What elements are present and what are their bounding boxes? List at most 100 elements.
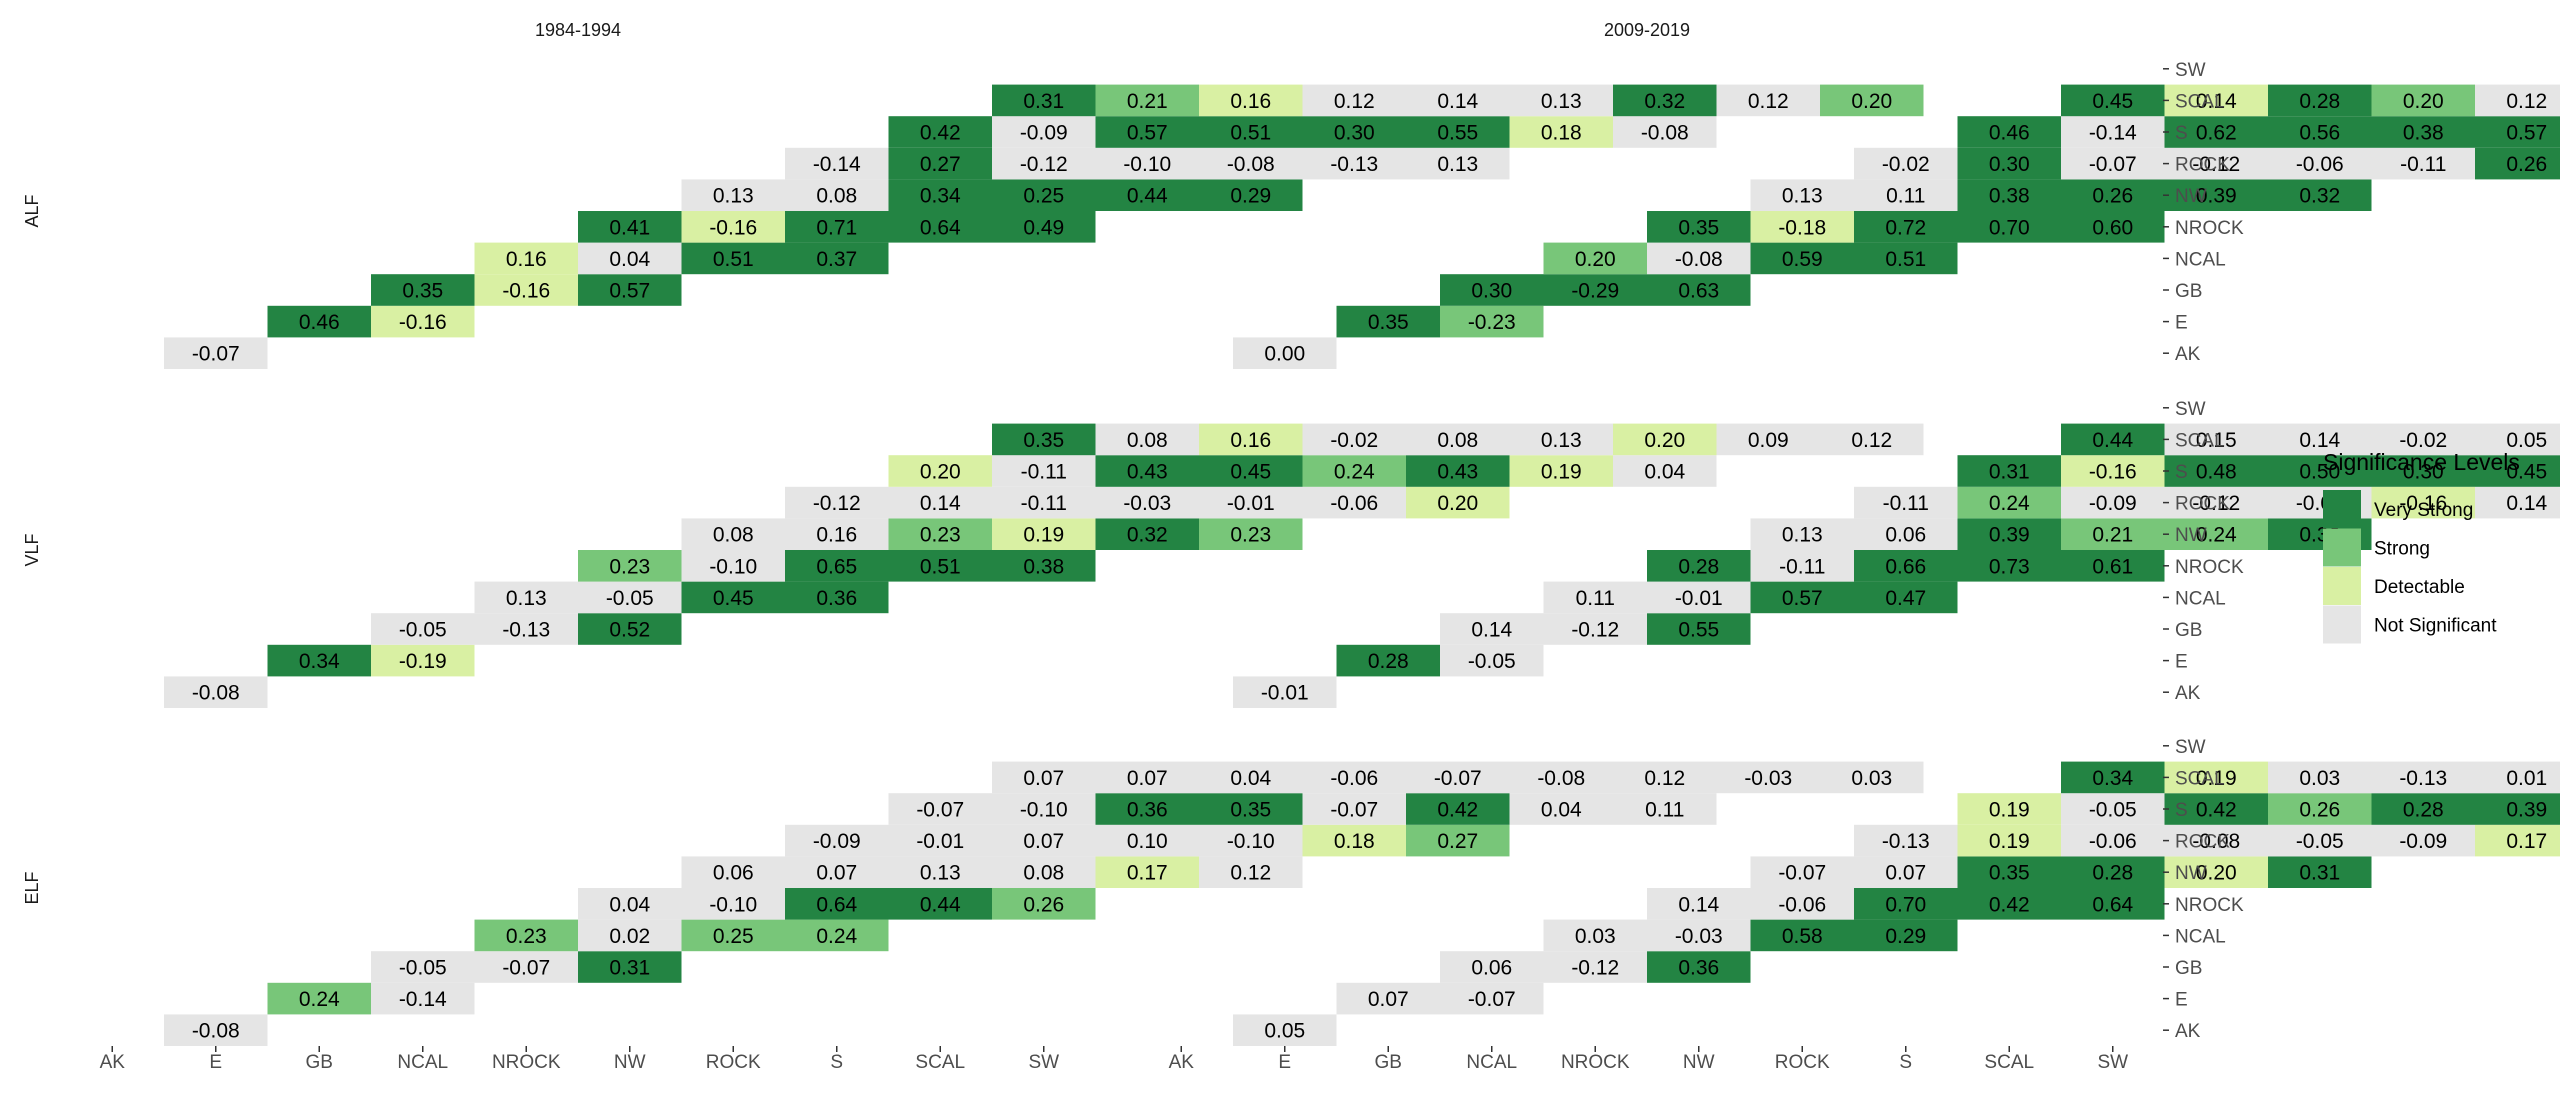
column-strip-1984-1994: 1984-1994 [535, 20, 621, 40]
heatmap-cell [1647, 919, 1751, 952]
cell-value-label: 0.37 [816, 248, 857, 271]
cell-value-label: 0.24 [2196, 524, 2237, 547]
heatmap-cell [785, 824, 889, 857]
heatmap-cell [2061, 888, 2165, 920]
cell-value-label: 0.35 [1230, 799, 1271, 822]
cell-value-label: 0.46 [1989, 122, 2030, 145]
heatmap-cell [1509, 761, 1613, 794]
heatmap-cell [1854, 550, 1958, 582]
cell-value-label: -0.11 [1021, 461, 1067, 484]
cell-value-label: 0.14 [2196, 90, 2237, 113]
cell-value-label: -0.09 [2089, 492, 2137, 515]
cell-value-label: 0.42 [1437, 799, 1478, 822]
cell-value-label: 0.14 [2506, 492, 2547, 515]
heatmap-cell [785, 486, 889, 519]
cell-value-label: 0.11 [1645, 799, 1684, 822]
cell-value-label: 0.42 [1989, 893, 2030, 916]
heatmap-cell [1199, 761, 1303, 794]
heatmap-cell [1440, 613, 1544, 645]
cell-value-label: -0.10 [709, 555, 757, 578]
cell-value-label: 0.45 [2506, 461, 2547, 484]
heatmap-cell [1854, 856, 1958, 888]
heatmap-cell [578, 951, 682, 983]
heatmap-cell [2268, 147, 2372, 180]
heatmap-cell [2475, 423, 2560, 456]
cell-value-label: -0.07 [1778, 862, 1826, 885]
cell-value-label: -0.06 [2296, 153, 2344, 176]
heatmap-cell [2371, 84, 2475, 117]
legend-swatch [2323, 490, 2361, 528]
cell-value-label: 0.07 [1368, 988, 1409, 1011]
heatmap-cell [2061, 455, 2165, 487]
cell-value-label: 0.29 [1885, 925, 1926, 948]
heatmap-cell [2164, 179, 2268, 211]
heatmap-cell [888, 824, 992, 857]
heatmap-cell [2061, 211, 2165, 243]
cell-value-label: -0.10 [1020, 799, 1068, 822]
cell-value-label: -0.02 [1330, 429, 1378, 452]
heatmap-cell [1750, 518, 1854, 550]
cell-value-label: 0.66 [1885, 555, 1926, 578]
cell-value-label: -0.29 [1571, 280, 1619, 303]
heatmap-cell [474, 581, 578, 614]
heatmap-cell [2475, 824, 2560, 857]
heatmap-cell [578, 274, 682, 306]
heatmap-cell [371, 305, 475, 338]
heatmap-cell [1406, 761, 1510, 794]
heatmap-cell [888, 486, 992, 519]
legend-swatch [2323, 528, 2361, 567]
heatmap-cell [474, 613, 578, 645]
cell-value-label: 0.38 [1023, 555, 1064, 578]
heatmap-cell [2164, 423, 2268, 456]
cell-value-label: -0.01 [1227, 492, 1275, 515]
heatmap-cell [1750, 581, 1854, 614]
heatmap-cell [2475, 455, 2560, 487]
cell-value-label: -0.23 [1468, 311, 1516, 334]
heatmap-cell [1302, 793, 1406, 825]
cell-value-label: 0.42 [2196, 799, 2237, 822]
y-tick-label: S [2175, 123, 2188, 144]
heatmap-cell [1613, 761, 1717, 794]
heatmap-cell [1957, 518, 2061, 550]
heatmap-cell [1854, 581, 1958, 614]
heatmap-cell [2164, 518, 2268, 550]
cell-value-label: 0.17 [2506, 830, 2547, 853]
heatmap-cell [578, 581, 682, 614]
cell-value-label: -0.09 [813, 830, 861, 853]
cell-value-label: 0.26 [1023, 893, 1064, 916]
y-tick-label: GB [2175, 620, 2202, 641]
cell-value-label: 0.10 [1127, 830, 1168, 853]
x-tick-label: E [1278, 1052, 1291, 1073]
heatmap-cell [1095, 423, 1199, 456]
cell-value-label: -0.16 [2089, 461, 2137, 484]
cell-value-label: 0.13 [713, 185, 754, 208]
heatmap-cell [992, 888, 1096, 920]
heatmap-cell [1406, 455, 1510, 487]
cell-value-label: -0.16 [2399, 492, 2447, 515]
cell-value-label: 0.26 [2506, 153, 2547, 176]
cell-value-label: 0.58 [1782, 925, 1823, 948]
heatmap-cell [267, 982, 371, 1015]
cell-value-label: 0.19 [1989, 799, 2030, 822]
cell-value-label: 0.62 [2196, 122, 2237, 145]
heatmap-cell [164, 337, 268, 369]
heatmap-cell [992, 824, 1096, 857]
heatmap-cell [1302, 761, 1406, 794]
heatmap-cell [2164, 84, 2268, 117]
heatmap-cell [992, 179, 1096, 211]
cell-value-label: 0.03 [1851, 767, 1892, 790]
cell-value-label: 0.42 [920, 122, 961, 145]
heatmap-cell [2268, 856, 2372, 888]
cell-value-label: -0.01 [916, 830, 964, 853]
cell-value-label: 0.07 [816, 862, 857, 885]
heatmap-cell [1854, 147, 1958, 180]
heatmap-cell [992, 455, 1096, 487]
heatmap-cell [1957, 486, 2061, 519]
heatmap-cell [1406, 116, 1510, 148]
cell-value-label: 0.56 [2299, 122, 2340, 145]
cell-value-label: 0.05 [1264, 1020, 1305, 1043]
cell-value-label: 0.24 [1334, 461, 1375, 484]
cell-value-label: 0.51 [1885, 248, 1926, 271]
cell-value-label: 0.19 [1989, 830, 2030, 853]
cell-value-label: 0.39 [2196, 185, 2237, 208]
